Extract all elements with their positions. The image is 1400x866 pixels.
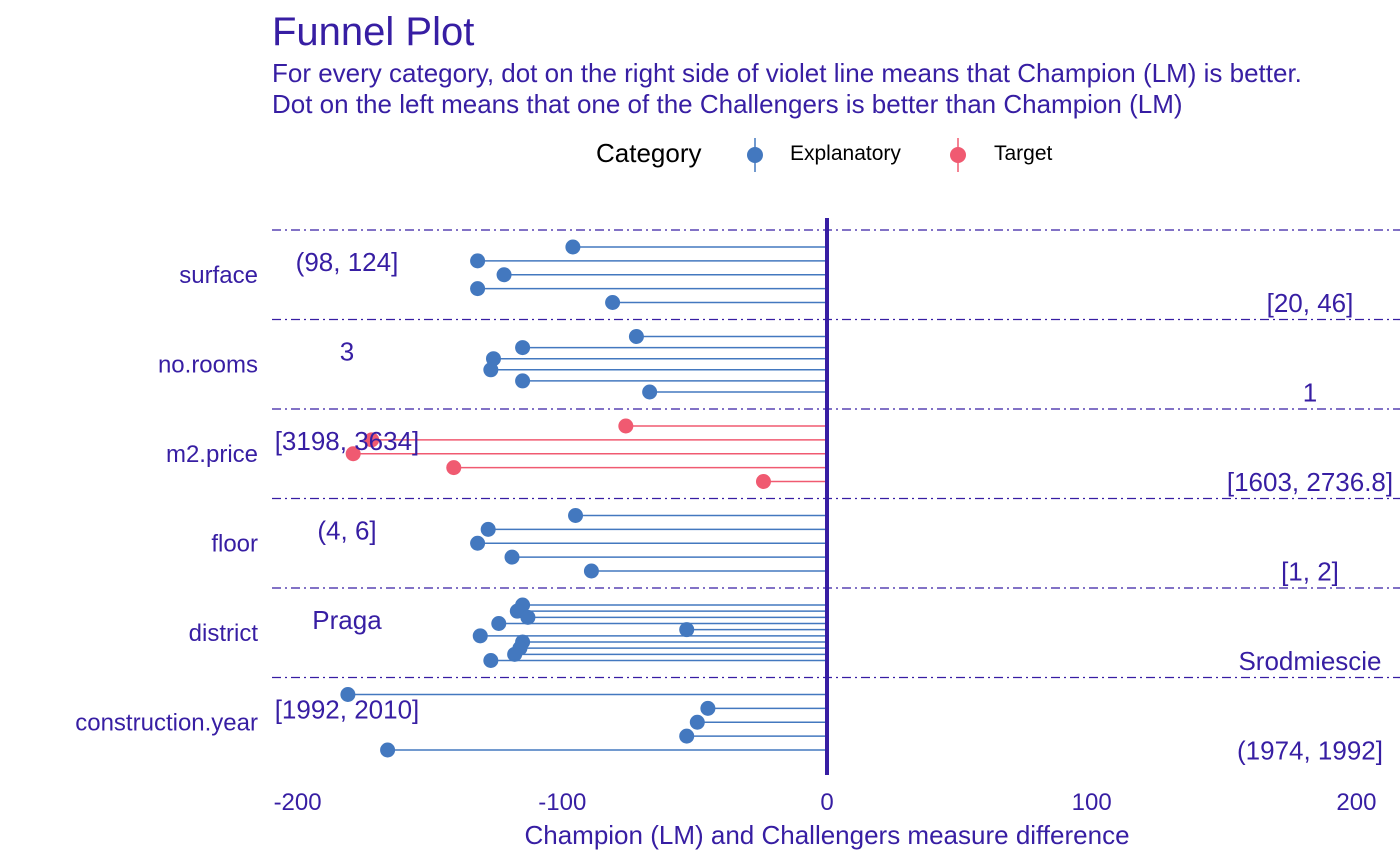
lollipop-point [345, 446, 361, 462]
left-level-label: 3 [340, 337, 354, 367]
y-axis-label-district: district [189, 620, 259, 647]
lollipop-point [483, 653, 499, 668]
lollipop-point [628, 329, 644, 344]
lollipop-point [483, 362, 499, 378]
y-axis-label-floor: floor [211, 530, 258, 557]
lollipop-point [340, 687, 356, 702]
legend-key-explanatory [747, 138, 763, 172]
x-tick-label: 200 [1336, 789, 1376, 816]
y-axis-label-no.rooms: no.rooms [158, 351, 258, 378]
lollipop-point [605, 295, 621, 310]
lollipop-point [679, 728, 695, 744]
lollipop-point [491, 616, 507, 631]
lollipop-point [618, 418, 634, 434]
lollipop-point [755, 474, 771, 489]
lollipop-point [446, 460, 462, 476]
lollipop-point [472, 628, 488, 644]
left-level-label: (4, 6] [317, 516, 376, 546]
lollipop-point [380, 742, 396, 758]
y-axis-label-m2.price: m2.price [166, 441, 258, 468]
lollipop-point [470, 253, 486, 269]
lollipop-point [565, 239, 581, 255]
legend-title: Category [596, 138, 702, 168]
lollipop-point [520, 609, 536, 625]
left-level-label: [3198, 3634] [275, 426, 420, 456]
lollipop-point [470, 535, 486, 551]
right-level-label: 1 [1303, 378, 1317, 408]
y-axis-label-construction.year: construction.year [75, 709, 258, 736]
right-level-label: (1974, 1992] [1237, 736, 1383, 766]
x-tick-label: 100 [1072, 789, 1112, 816]
chart-subtitle-line-1: For every category, dot on the right sid… [272, 58, 1302, 88]
right-level-label: [20, 46] [1267, 288, 1354, 318]
chart-subtitle-line-2: Dot on the left means that one of the Ch… [272, 89, 1183, 119]
right-level-label: [1, 2] [1281, 557, 1339, 587]
legend-label-explanatory: Explanatory [790, 142, 901, 165]
x-axis-title: Champion (LM) and Challengers measure di… [524, 820, 1129, 850]
x-tick-label: -200 [274, 789, 322, 816]
lollipop-point [689, 714, 705, 730]
lollipop-point [504, 549, 520, 565]
legend-key-target [950, 138, 966, 172]
legend-label-target: Target [994, 142, 1053, 165]
chart-title: Funnel Plot [272, 10, 475, 54]
lollipop-point [496, 267, 512, 283]
lollipop-point [515, 373, 531, 389]
lollipop-point [515, 340, 531, 356]
lollipop-point [507, 646, 523, 662]
left-level-label: [1992, 2010] [275, 695, 420, 725]
lollipop-point [480, 521, 496, 537]
lollipop-point [700, 700, 716, 716]
y-axis-label-surface: surface [179, 262, 258, 289]
lollipop-point [583, 563, 599, 579]
right-level-label: [1603, 2736.8] [1227, 467, 1393, 497]
x-tick-label: -100 [538, 789, 586, 816]
lollipop-point [568, 508, 584, 523]
left-level-label: (98, 124] [296, 247, 399, 277]
lollipop-point [642, 384, 658, 400]
left-level-label: Praga [312, 605, 382, 635]
right-level-label: Srodmiescie [1238, 646, 1381, 676]
lollipop-point [679, 622, 695, 638]
x-tick-label: 0 [820, 789, 833, 816]
lollipop-point [470, 281, 486, 297]
lollipop-point [364, 432, 380, 448]
